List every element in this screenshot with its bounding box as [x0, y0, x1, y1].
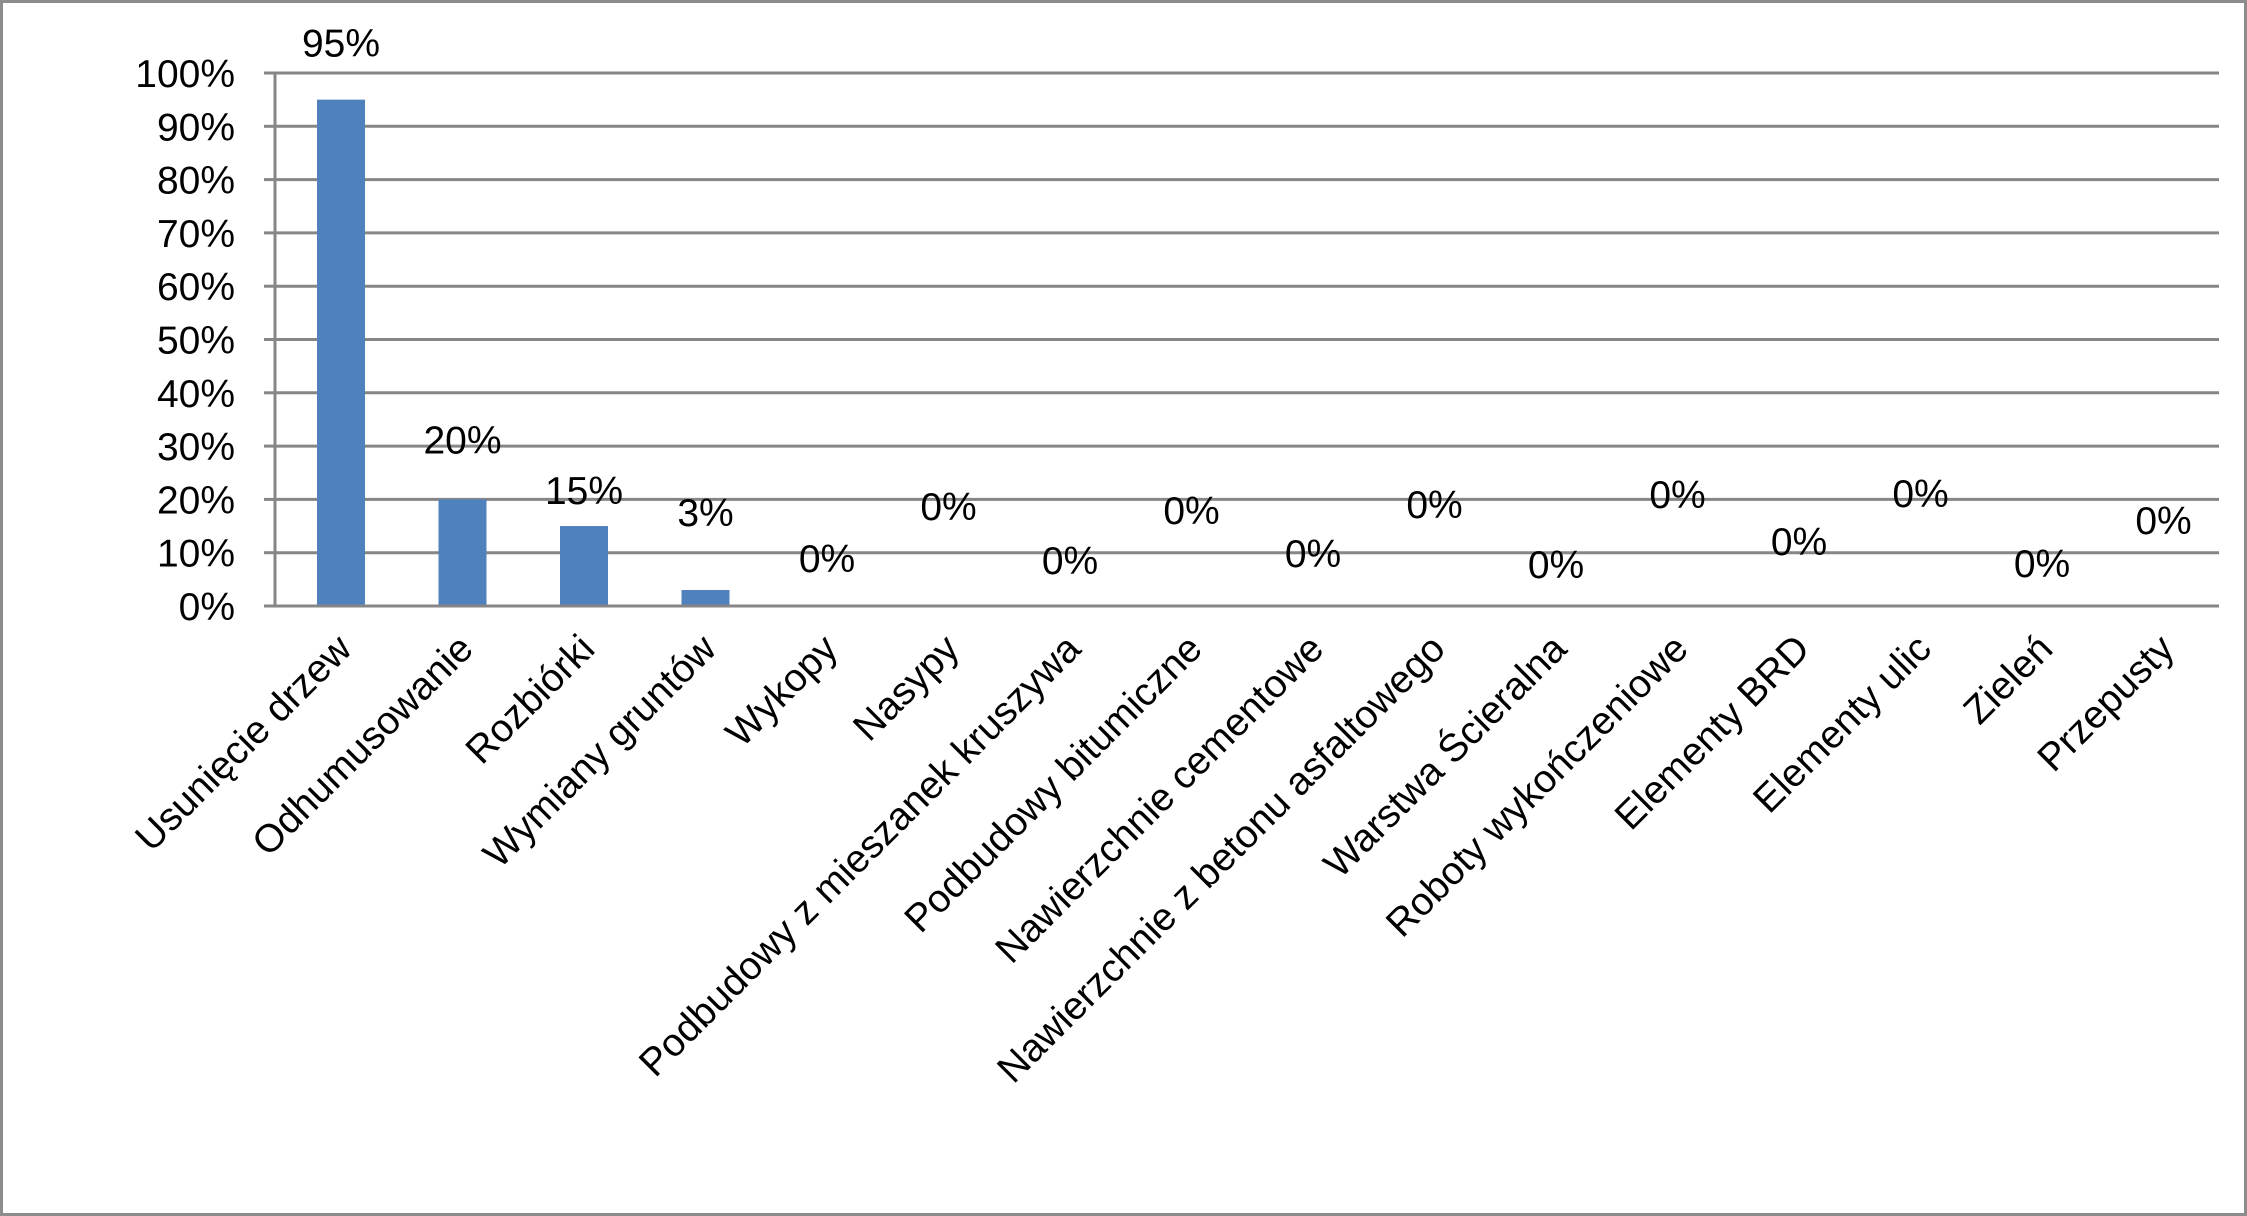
data-label: 0% [1163, 490, 1219, 533]
data-label: 0% [2014, 543, 2070, 586]
data-labels: 95% 20% 15% 3% 0% 0% 0% 0% 0% 0% 0% 0% 0% 0% 0% 0% [302, 23, 2192, 587]
y-tick-label: 10% [157, 533, 235, 576]
data-label: 0% [920, 486, 976, 529]
bar [317, 99, 365, 607]
y-tick-labels: 0% 10% 20% 30% 40% 50% 60% 70% 80% 90% 100% [135, 53, 235, 629]
bar [681, 590, 730, 606]
y-tick-label: 100% [135, 53, 235, 96]
data-label: 95% [302, 23, 380, 66]
category-label: Podbudowy z mieszanek kruszywa [631, 627, 1089, 1085]
data-label: 0% [1528, 544, 1584, 587]
data-label: 0% [1406, 484, 1462, 527]
category-label: Odhumusowanie [244, 627, 481, 864]
data-label: 3% [677, 492, 733, 535]
category-label: Zieleń [1956, 627, 2062, 733]
data-label: 15% [545, 470, 623, 513]
y-tick-label: 70% [157, 213, 235, 256]
bar [560, 526, 608, 606]
y-tick-label: 60% [157, 266, 235, 309]
data-label: 0% [1285, 533, 1341, 576]
data-label: 0% [1892, 473, 1948, 516]
y-tick-label: 40% [157, 373, 235, 416]
data-label: 0% [2135, 500, 2191, 543]
bar-chart: 0% 10% 20% 30% 40% 50% 60% 70% 80% 90% 100% 95% 20%… [127, 23, 2219, 1091]
bars [317, 99, 730, 607]
y-tick-label: 20% [157, 479, 235, 522]
y-tick-label: 80% [157, 160, 235, 203]
data-label: 0% [1771, 521, 1827, 564]
y-tick-label: 90% [157, 106, 235, 149]
y-tick-label: 0% [179, 586, 235, 629]
category-labels: Usunięcie drzewOdhumusowanieRozbiórkiWym… [127, 625, 2183, 1091]
data-label: 20% [423, 419, 501, 462]
category-label: Wykopy [718, 627, 847, 756]
category-label: Nawierzchnie z betonu asfaltowego [989, 627, 1453, 1091]
y-tick-label: 50% [157, 320, 235, 363]
axes [264, 71, 2219, 608]
data-label: 0% [1649, 474, 1705, 517]
data-label: 0% [1042, 540, 1098, 583]
gridlines [275, 71, 2219, 555]
category-label: Wymiany gruntów [475, 626, 725, 876]
y-tick-label: 30% [157, 426, 235, 469]
data-label: 0% [799, 538, 855, 581]
bar [438, 499, 487, 606]
category-label: Nasypy [845, 627, 968, 750]
category-label: Usunięcie drzew [127, 626, 360, 859]
